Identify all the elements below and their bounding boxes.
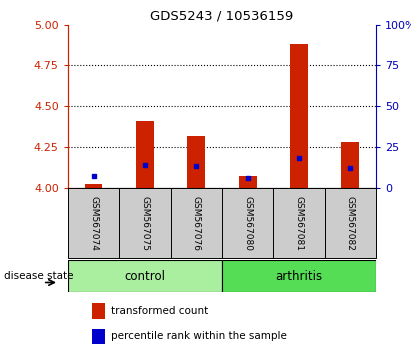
Bar	[92, 303, 105, 319]
Text: disease state: disease state	[4, 271, 74, 281]
Text: GSM567081: GSM567081	[295, 195, 303, 251]
Text: GSM567082: GSM567082	[346, 195, 355, 251]
Text: GSM567074: GSM567074	[89, 195, 98, 251]
Bar	[136, 121, 154, 188]
Bar	[290, 44, 308, 188]
Text: GSM567080: GSM567080	[243, 195, 252, 251]
Text: transformed count: transformed count	[111, 306, 208, 316]
Bar	[342, 142, 359, 188]
Text: percentile rank within the sample: percentile rank within the sample	[111, 331, 287, 341]
Text: GSM567075: GSM567075	[141, 195, 149, 251]
Text: GSM567076: GSM567076	[192, 195, 201, 251]
Text: arthritis: arthritis	[275, 270, 323, 282]
Bar	[187, 136, 205, 188]
Bar	[222, 260, 376, 292]
Title: GDS5243 / 10536159: GDS5243 / 10536159	[150, 9, 293, 22]
Text: control: control	[125, 270, 165, 282]
Bar	[92, 329, 105, 344]
Bar	[85, 184, 102, 188]
Bar	[68, 260, 222, 292]
Bar	[239, 176, 256, 188]
